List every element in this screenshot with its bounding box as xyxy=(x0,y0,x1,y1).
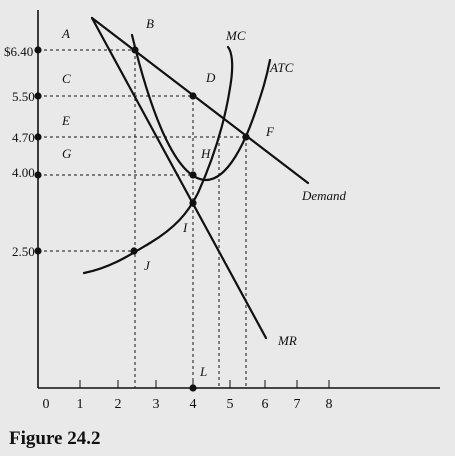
point-F-dot xyxy=(242,133,250,141)
x-tick-label: 0 xyxy=(43,397,50,412)
point-label-F: F xyxy=(265,124,275,139)
economics-diagram: 0 1 2 3 4 5 6 7 8 $6.40 5.50 4.70 4.00 2… xyxy=(4,10,440,412)
x-tick-label: 2 xyxy=(115,397,122,412)
point-E-dot xyxy=(34,133,42,141)
point-B-dot xyxy=(131,46,139,54)
point-label-L: L xyxy=(199,364,207,379)
x-tick-label: 6 xyxy=(262,397,269,412)
y-tick-label: 4.00 xyxy=(12,165,35,180)
mr-curve xyxy=(90,16,268,340)
mc-label: MC xyxy=(225,28,246,43)
x-tick-label: 8 xyxy=(326,397,333,412)
point-label-H: H xyxy=(200,146,211,161)
point-H-dot xyxy=(189,171,197,179)
point-G-dot xyxy=(34,171,42,179)
point-label-G: G xyxy=(62,146,72,161)
mr-label: MR xyxy=(277,333,297,348)
point-label-C: C xyxy=(62,71,71,86)
point-C-dot xyxy=(34,92,42,100)
point-label-A: A xyxy=(61,26,70,41)
point-J-dot xyxy=(130,247,138,255)
atc-label: ATC xyxy=(269,60,294,75)
x-tick-label: 7 xyxy=(294,397,301,412)
y-tick-label: $6.40 xyxy=(4,44,33,59)
point-label-J: J xyxy=(144,258,151,273)
y-tick-label: 4.70 xyxy=(12,130,35,145)
atc-curve xyxy=(130,33,272,182)
figure-caption: Figure 24.2 xyxy=(9,428,101,449)
point-I-dot xyxy=(189,199,197,207)
point-label-B: B xyxy=(146,16,154,31)
point-label-I: I xyxy=(182,220,188,235)
point-label-E: E xyxy=(61,113,70,128)
x-tick-label: 5 xyxy=(227,397,234,412)
point-D-dot xyxy=(189,92,197,100)
x-tick-label: 3 xyxy=(153,397,160,412)
demand-curve xyxy=(90,16,310,185)
y-tick-label: 2.50 xyxy=(12,244,35,259)
x-tick-label: 1 xyxy=(77,397,84,412)
x-tick-label: 4 xyxy=(190,397,197,412)
point-A-dot xyxy=(34,46,42,54)
demand-label: Demand xyxy=(301,188,347,203)
point-250-dot xyxy=(34,247,42,255)
point-L-dot xyxy=(189,384,197,392)
point-label-D: D xyxy=(205,70,216,85)
y-tick-label: 5.50 xyxy=(12,89,35,104)
